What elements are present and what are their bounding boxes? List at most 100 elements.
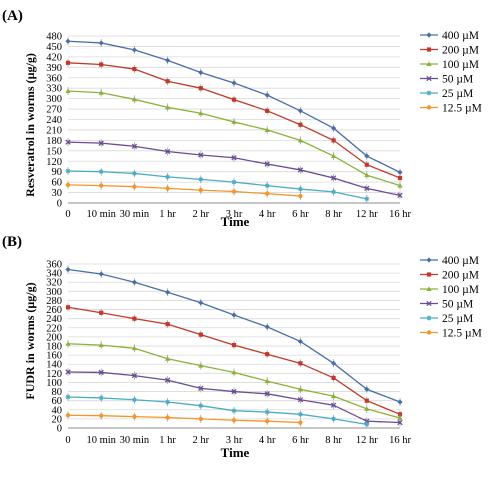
x-tick-label: 30 min (120, 435, 150, 446)
y-tick-label: 240 (46, 314, 62, 325)
data-point-marker (331, 153, 337, 159)
data-point-marker (98, 369, 104, 376)
data-point-marker (165, 174, 170, 180)
y-tick-label: 270 (46, 105, 62, 116)
y-tick-label: 120 (46, 369, 62, 380)
data-point-marker (297, 167, 304, 173)
data-point-marker (264, 161, 270, 167)
y-tick-label: 0 (57, 424, 62, 435)
x-tick-label: 16 hr (389, 209, 411, 220)
data-point-marker (331, 189, 336, 195)
data-point-marker (165, 104, 171, 110)
legend-label: 25 µM (442, 88, 473, 100)
data-point-marker (98, 271, 104, 277)
legend-label: 200 µM (442, 270, 479, 282)
data-point-marker (99, 310, 104, 315)
data-point-marker (65, 182, 71, 188)
y-tick-label: 100 (46, 378, 62, 389)
data-point-marker (397, 399, 403, 405)
legend-label: 12.5 µM (442, 328, 482, 340)
data-point-marker (99, 413, 104, 418)
legend-label: 50 µM (442, 299, 473, 311)
data-point-marker (132, 414, 137, 419)
y-tick-label: 300 (46, 287, 62, 298)
y-tick-label: 240 (46, 115, 62, 126)
series-line (67, 141, 401, 196)
y-tick-label: 360 (46, 260, 62, 271)
data-point-marker (364, 153, 370, 159)
data-point-marker (364, 196, 370, 202)
data-point-marker (426, 47, 432, 52)
data-point-marker (65, 394, 71, 400)
data-point-marker (231, 312, 237, 318)
data-point-marker (98, 140, 104, 146)
data-point-marker (165, 399, 170, 405)
y-tick-label: 60 (52, 178, 63, 189)
data-point-marker (65, 369, 71, 375)
y-tick-label: 280 (46, 296, 62, 307)
chart-panel-b: (B) FUDR in worms (µg/g) Time 0204060801… (2, 234, 482, 460)
data-point-marker (65, 413, 71, 418)
data-point-marker (397, 192, 403, 199)
data-point-marker (264, 127, 270, 132)
data-point-marker (198, 176, 204, 182)
data-point-marker (330, 175, 337, 181)
y-tick-label: 140 (46, 360, 62, 371)
data-point-marker (297, 386, 303, 392)
x-tick-label: 6 hr (292, 209, 309, 220)
y-tick-label: 180 (46, 136, 62, 147)
data-point-marker (264, 183, 270, 189)
data-point-marker (98, 40, 104, 46)
y-tick-label: 390 (46, 63, 62, 74)
y-tick-label: 300 (46, 94, 62, 105)
data-point-marker (132, 316, 137, 321)
x-tick-label: 10 min (86, 435, 116, 446)
data-point-marker (65, 168, 71, 174)
data-point-marker (364, 172, 370, 178)
data-point-marker (298, 411, 303, 417)
x-tick-label: 6 hr (292, 435, 309, 446)
data-point-marker (131, 279, 137, 285)
data-point-marker (164, 377, 171, 383)
x-tick-label: 8 hr (325, 209, 342, 220)
x-tick-label: 12 hr (356, 435, 378, 446)
legend-label: 400 µM (442, 30, 479, 42)
data-point-marker (297, 137, 303, 143)
data-point-marker (426, 286, 432, 291)
x-tick-label: 1 hr (159, 435, 176, 446)
y-tick-label: 330 (46, 84, 62, 95)
x-tick-label: 10 min (86, 209, 116, 220)
data-point-marker (198, 416, 203, 422)
x-tick-label: 4 hr (259, 435, 276, 446)
data-point-marker (331, 375, 336, 380)
data-point-marker (426, 315, 432, 321)
data-point-marker (132, 184, 137, 189)
data-point-marker (264, 378, 270, 384)
data-point-marker (330, 402, 337, 408)
y-tick-label: 210 (46, 125, 62, 136)
data-point-marker (298, 420, 303, 425)
data-point-marker (331, 125, 337, 131)
data-point-marker (165, 415, 170, 420)
legend-label: 12.5 µM (442, 103, 482, 115)
data-point-marker (198, 403, 204, 409)
data-point-marker (65, 88, 71, 93)
series-line (67, 414, 301, 424)
data-point-marker (231, 155, 237, 161)
data-point-marker (364, 406, 370, 411)
data-point-marker (364, 185, 370, 192)
y-tick-label: 420 (46, 52, 62, 63)
data-point-marker (426, 300, 432, 307)
data-point-marker (231, 408, 237, 414)
data-point-marker (198, 69, 204, 76)
data-point-marker (364, 421, 370, 427)
y-tick-label: 180 (46, 342, 62, 353)
data-point-marker (231, 179, 237, 185)
legend-label: 100 µM (442, 284, 479, 296)
y-tick-label: 0 (57, 199, 62, 210)
data-point-marker (331, 138, 336, 143)
data-point-marker (65, 38, 71, 44)
data-point-marker (98, 90, 104, 95)
x-tick-label: 16 hr (389, 435, 411, 446)
data-point-marker (198, 110, 204, 116)
